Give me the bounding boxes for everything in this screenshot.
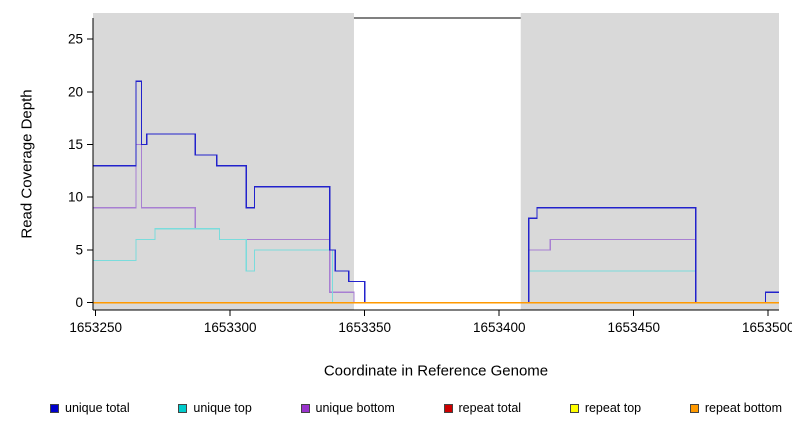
legend-swatch-icon	[178, 403, 188, 413]
legend-label: repeat top	[584, 400, 642, 415]
legend-item-unique-total: unique total	[50, 402, 130, 415]
x-tick-label: 1653500	[742, 320, 792, 335]
series-unique-total	[93, 80, 779, 304]
x-tick-label: 1653450	[607, 320, 660, 335]
legend-item-repeat-total: repeat total	[443, 400, 522, 415]
x-tick-label: 1653350	[338, 320, 391, 335]
y-axis-label: Read Coverage Depth	[18, 89, 36, 239]
legend-item-unique-bottom: unique bottom	[300, 400, 395, 415]
y-tick-label: 20	[68, 84, 83, 99]
legend-item-repeat-bottom: repeat bottom	[689, 400, 782, 415]
legend-swatch-icon	[50, 403, 59, 413]
y-tick-label: 15	[68, 137, 83, 152]
y-tick-label: 0	[75, 295, 83, 310]
legend-item-unique-top: unique top	[178, 400, 252, 415]
legend-label: unique top	[193, 400, 252, 415]
x-tick-label: 1653300	[204, 320, 257, 335]
y-tick-label: 5	[75, 242, 83, 257]
x-tick-label: 1653250	[69, 320, 122, 335]
x-tick-label: 1653400	[473, 320, 526, 335]
y-tick-label: 10	[68, 190, 83, 205]
legend-swatch-icon	[443, 403, 453, 413]
legend-swatch-icon	[689, 403, 699, 413]
series-unique-bottom	[93, 143, 779, 304]
legend: unique total unique top unique bottom repea…	[50, 399, 782, 417]
shaded-region	[93, 13, 354, 310]
shaded-region	[520, 13, 779, 310]
legend-label: unique bottom	[315, 400, 395, 415]
y-tick-label: 25	[68, 32, 83, 47]
x-axis-label: Coordinate in Reference Genome	[323, 362, 549, 380]
legend-label: repeat bottom	[704, 400, 782, 415]
legend-item-repeat-top: repeat top	[569, 400, 642, 415]
legend-swatch-icon	[300, 403, 310, 413]
legend-label: unique total	[65, 400, 130, 415]
series-unique-top	[93, 228, 779, 304]
legend-swatch-icon	[569, 403, 579, 413]
legend-label: repeat total	[458, 400, 522, 415]
